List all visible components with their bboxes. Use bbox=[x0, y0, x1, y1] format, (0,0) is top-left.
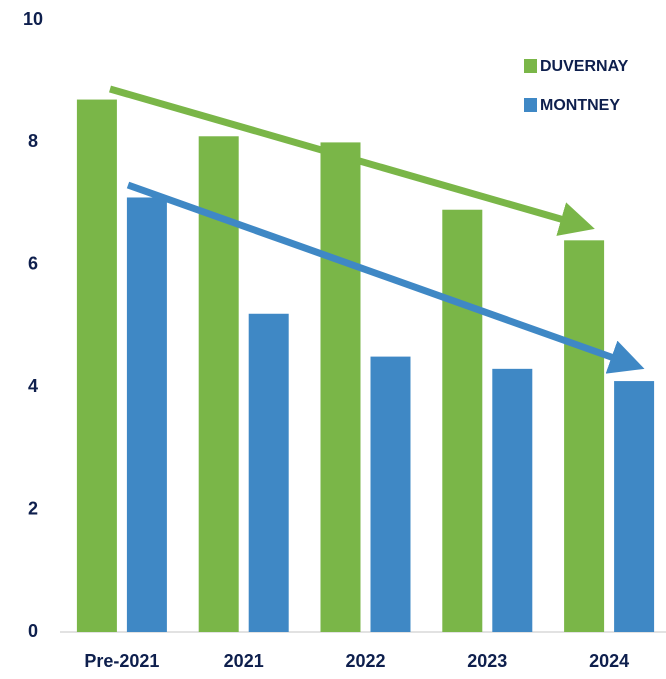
trend-arrow bbox=[126, 181, 645, 374]
x-tick-label: 2022 bbox=[345, 651, 385, 671]
bar bbox=[248, 313, 289, 632]
y-tick-label: 2 bbox=[28, 498, 38, 518]
bar bbox=[492, 368, 533, 632]
legend-label: DUVERNAY bbox=[540, 58, 629, 75]
x-tick-label: 2024 bbox=[589, 651, 629, 671]
y-tick-label: 0 bbox=[28, 621, 38, 641]
plot-area: 0 2 4 6 8 10 Pre-2021 2021 2022 2023 2024 bbox=[23, 9, 666, 671]
y-tick-label: 6 bbox=[28, 254, 38, 274]
bar bbox=[370, 356, 411, 632]
bar bbox=[442, 209, 483, 632]
x-tick-label: 2021 bbox=[224, 651, 264, 671]
legend-label: MONTNEY bbox=[540, 97, 620, 114]
trend-arrows bbox=[109, 85, 645, 374]
bar bbox=[76, 99, 117, 632]
bar bbox=[614, 381, 655, 632]
x-tick-label: 2023 bbox=[467, 651, 507, 671]
bar bbox=[564, 240, 605, 632]
y-tick-label: 8 bbox=[28, 131, 38, 151]
legend-swatch bbox=[524, 98, 537, 112]
trend-arrow bbox=[109, 85, 595, 236]
y-tick-label: 4 bbox=[28, 376, 38, 396]
bar bbox=[320, 142, 361, 632]
legend-swatch bbox=[524, 59, 537, 73]
x-tick-label: Pre-2021 bbox=[84, 651, 159, 671]
bar bbox=[126, 197, 167, 633]
y-tick-label: 10 bbox=[23, 9, 43, 29]
